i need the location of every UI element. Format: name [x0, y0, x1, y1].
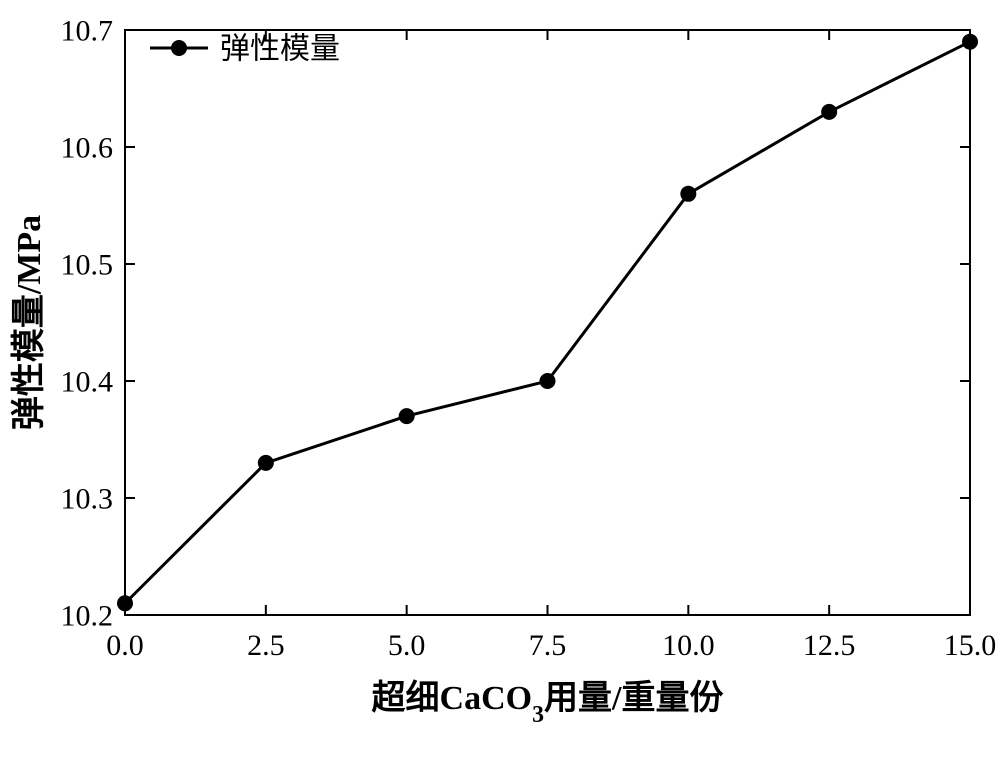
x-tick-label: 15.0	[944, 629, 997, 662]
legend-label: 弹性模量	[220, 33, 340, 66]
data-marker	[962, 34, 978, 50]
y-tick-label: 10.7	[61, 15, 114, 48]
y-tick-label: 10.3	[61, 483, 114, 516]
data-marker	[117, 595, 133, 611]
data-marker	[399, 408, 415, 424]
x-tick-label: 2.5	[247, 629, 285, 662]
x-tick-label: 0.0	[106, 629, 144, 662]
x-tick-label: 12.5	[803, 629, 856, 662]
legend-marker-icon	[171, 40, 187, 56]
data-marker	[821, 104, 837, 120]
data-marker	[680, 186, 696, 202]
line-chart: 0.0 2.5 5.0 7.5 10.0 12.5 15.0 10.2 10.3 10.4 10.5…	[0, 0, 1000, 773]
y-axis-title: 弹性模量/MPa	[10, 215, 48, 430]
y-tick-label: 10.4	[61, 366, 114, 399]
x-tick-label: 10.0	[662, 629, 715, 662]
y-tick-label: 10.6	[61, 132, 114, 165]
data-marker	[258, 455, 274, 471]
data-marker	[540, 373, 556, 389]
x-tick-label: 7.5	[529, 629, 567, 662]
y-tick-label: 10.5	[61, 249, 114, 282]
y-tick-label: 10.2	[61, 600, 114, 633]
x-tick-label: 5.0	[388, 629, 426, 662]
chart-container: { "chart": { "type": "line", "width": 10…	[0, 0, 1000, 773]
